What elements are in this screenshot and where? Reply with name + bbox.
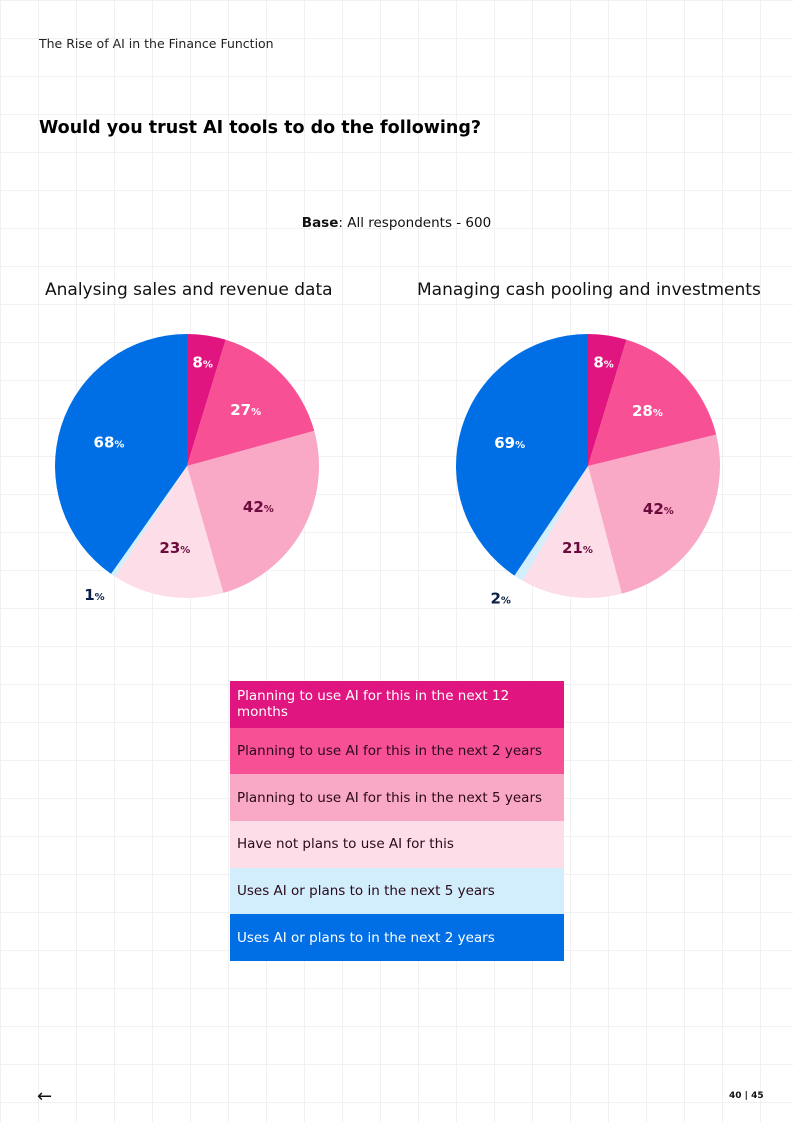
pie-slice xyxy=(514,466,588,581)
legend: Planning to use AI for this in the next … xyxy=(230,681,564,962)
arrow-left-icon[interactable]: ← xyxy=(37,1086,53,1107)
legend-item: Planning to use AI for this in the next … xyxy=(230,727,564,775)
data-label: 21% xyxy=(562,539,593,557)
data-label: 42% xyxy=(243,498,274,516)
pie-slice xyxy=(588,434,720,594)
pie-slice xyxy=(187,430,319,593)
legend-label: Planning to use AI for this in the next … xyxy=(237,688,510,721)
pie-slice xyxy=(588,339,717,466)
data-label: 23% xyxy=(159,539,190,557)
data-label: 8% xyxy=(192,354,212,372)
chart-title-1: Analysing sales and revenue data xyxy=(45,280,333,300)
pie-slice xyxy=(115,466,224,598)
legend-item: Uses AI or plans to in the next 5 years xyxy=(230,867,564,915)
base-label: Base xyxy=(301,215,339,231)
legend-item: Planning to use AI for this in the next … xyxy=(230,774,564,822)
legend-item: Planning to use AI for this in the next … xyxy=(230,681,564,728)
pie-slice xyxy=(588,334,627,466)
base-text: : All respondents - 600 xyxy=(338,215,492,231)
data-label: 28% xyxy=(632,402,663,420)
data-label: 27% xyxy=(230,401,261,419)
base-note: Base: All respondents - 600 xyxy=(0,215,793,231)
legend-label: Have not plans to use AI for this xyxy=(237,836,454,853)
pie-slice xyxy=(187,339,315,466)
page-number: 40 | 45 xyxy=(729,1091,764,1101)
data-label: 8% xyxy=(593,354,613,372)
legend-label: Uses AI or plans to in the next 2 years xyxy=(237,929,495,946)
data-label: 69% xyxy=(494,434,525,452)
pie-slice xyxy=(522,466,622,598)
legend-label: Planning to use AI for this in the next … xyxy=(237,743,543,760)
pie-slice xyxy=(111,466,187,577)
data-label: 1% xyxy=(84,586,104,604)
pie-slice xyxy=(187,334,226,466)
document-title: The Rise of AI in the Finance Function xyxy=(39,36,274,51)
page-title: Would you trust AI tools to do the follo… xyxy=(39,118,482,138)
legend-label: Planning to use AI for this in the next … xyxy=(237,789,543,806)
legend-label: Uses AI or plans to in the next 5 years xyxy=(237,883,495,900)
legend-item: Uses AI or plans to in the next 2 years xyxy=(230,914,564,962)
legend-item: Have not plans to use AI for this xyxy=(230,821,564,868)
chart-title-2: Managing cash pooling and investments xyxy=(417,280,761,300)
pie-slice xyxy=(456,334,588,576)
data-label: 2% xyxy=(490,589,510,607)
pie-slice xyxy=(54,334,187,574)
pie-charts: 8% 27% 42% 23% 1% 68% 8% 28% 42% 21% 2% 69% xyxy=(54,334,720,607)
data-label: 42% xyxy=(643,500,674,518)
data-label: 68% xyxy=(94,433,125,451)
